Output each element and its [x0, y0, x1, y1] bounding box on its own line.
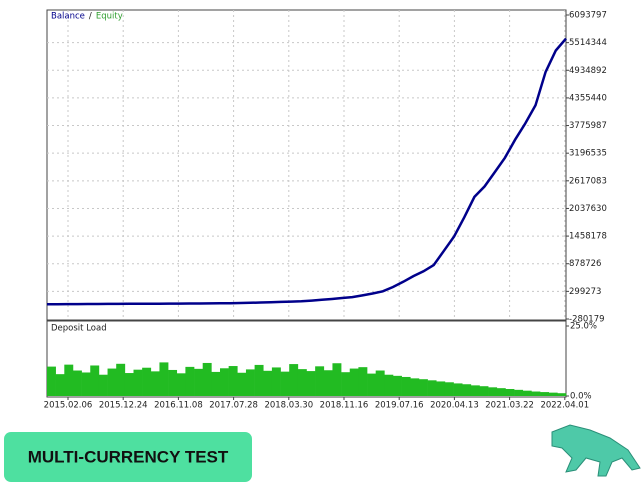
bar	[220, 368, 229, 396]
bar	[107, 368, 117, 396]
logo	[551, 424, 641, 477]
bar	[358, 367, 368, 396]
bar	[341, 372, 351, 396]
bar	[150, 371, 160, 396]
bar	[453, 383, 463, 396]
bar	[540, 392, 549, 396]
x-tick-label: 2021.03.22	[485, 401, 534, 411]
bar	[410, 378, 420, 396]
bar	[245, 369, 255, 396]
legend-entry: Equity	[96, 12, 123, 22]
y-tick-label: 6093797	[569, 11, 607, 21]
y-tick-label: 3775987	[569, 121, 607, 131]
legend-entry: Balance	[51, 12, 85, 22]
bar	[228, 366, 238, 396]
x-tick-label: 2017.07.28	[209, 401, 258, 411]
badge	[4, 432, 252, 482]
bar	[297, 369, 307, 396]
bar	[168, 369, 178, 396]
y-tick-label: 2617083	[569, 176, 607, 186]
bar	[202, 362, 212, 396]
x-tick-label: 2019.07.16	[375, 401, 424, 411]
y-tick-label: 3196535	[569, 149, 607, 159]
x-tick-label: 2016.11.08	[154, 401, 203, 411]
line	[47, 37, 567, 306]
x-tick-label: 2018.11.16	[320, 401, 369, 411]
bar	[496, 388, 506, 396]
bar	[133, 369, 143, 396]
bar	[367, 373, 376, 396]
bar	[194, 368, 203, 396]
bar	[557, 393, 567, 396]
bar	[315, 366, 325, 396]
bar	[90, 365, 100, 396]
bar	[289, 364, 299, 396]
bar	[185, 366, 195, 396]
bar	[436, 381, 446, 396]
bar	[254, 364, 264, 396]
y-tick-label: 25.0%	[570, 322, 597, 332]
bar	[280, 371, 290, 396]
bar	[393, 375, 402, 396]
bar	[332, 363, 342, 396]
bar	[479, 386, 489, 396]
panel-title: Deposit Load	[51, 324, 107, 334]
bar	[142, 367, 152, 396]
bar	[47, 366, 56, 396]
y-tick-label: -280179	[569, 315, 605, 325]
bar	[444, 382, 454, 396]
bar	[271, 367, 281, 396]
bar	[514, 389, 524, 396]
y-tick-label: 5514344	[569, 38, 607, 48]
y-tick-label: 299273	[569, 287, 601, 297]
y-tick-label: 0.0%	[570, 392, 592, 402]
x-tick-label: 2018.03.30	[264, 401, 313, 411]
bar	[159, 362, 169, 396]
x-tick-label: 2020.04.13	[430, 401, 479, 411]
y-tick-label: 4934892	[569, 66, 607, 76]
legend-sep: /	[89, 12, 92, 22]
bar	[64, 364, 74, 396]
bar	[505, 389, 515, 396]
bar	[375, 370, 385, 396]
x-tick-label: 2022.04.01	[540, 401, 589, 411]
badge-text: MULTI-CURRENCY TEST	[28, 447, 229, 466]
bar	[72, 370, 82, 396]
bar	[548, 392, 558, 396]
y-tick-label: 4355440	[569, 93, 607, 103]
bar	[462, 384, 472, 396]
bar	[211, 371, 221, 396]
bar	[81, 372, 91, 396]
x-tick-label: 2015.12.24	[99, 401, 148, 411]
bar	[116, 363, 126, 396]
main-panel	[46, 9, 567, 321]
bar	[306, 371, 316, 396]
bar	[418, 379, 428, 396]
bar	[427, 380, 437, 396]
bar	[176, 373, 186, 396]
bar	[401, 376, 411, 396]
bar	[531, 391, 541, 396]
bar	[522, 390, 532, 396]
y-tick-label: 878726	[569, 259, 601, 269]
bar	[237, 372, 247, 396]
bar	[488, 387, 498, 396]
y-tick-label: 2037630	[569, 204, 607, 214]
bar	[98, 374, 108, 396]
bar	[55, 374, 65, 396]
bar	[384, 374, 394, 396]
bar	[349, 368, 359, 396]
y-tick-label: 1458178	[569, 232, 607, 242]
bar	[323, 370, 333, 396]
bar	[124, 373, 134, 396]
x-tick-label: 2015.02.06	[44, 401, 93, 411]
bar	[470, 385, 480, 396]
bar	[263, 370, 273, 396]
